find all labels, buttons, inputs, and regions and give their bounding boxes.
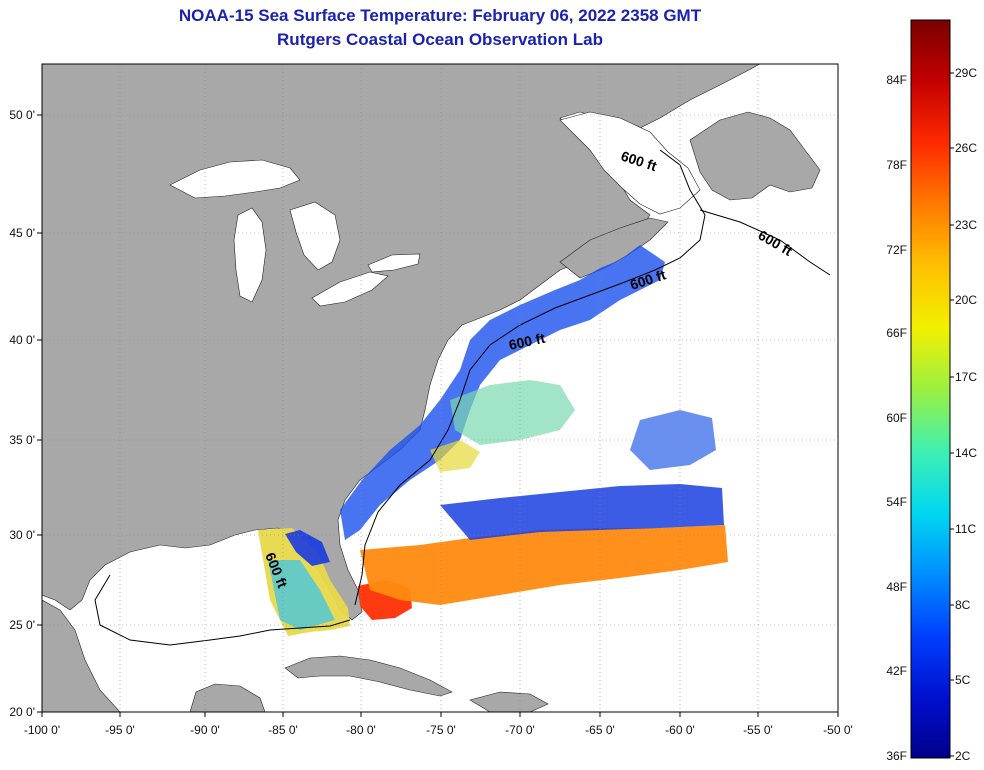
colorbar-c-label: 26C [955,141,977,155]
colorbar-c-label: 23C [955,218,977,232]
colorbar-c-label: 20C [955,293,977,307]
newfoundland-landmass [689,111,821,201]
graticule [42,64,838,712]
sst-swath-atlantic-warm [360,525,728,605]
sst-swath-atlantic-blue [440,484,724,540]
longitude-axis: -100 0' -95 0' -90 0' -85 0' -80 0' -75 0' -70… [24,712,853,737]
colorbar-f-label: 84F [886,73,907,87]
colorbar-c-label: 2C [955,749,971,763]
lat-tick-label: 45 0' [9,226,35,240]
sst-swath-gulf-cool [268,560,335,630]
lon-tick-label: -70 0' [505,723,535,737]
lat-tick-label: 35 0' [9,433,35,447]
lat-tick-label: 20 0' [9,705,35,719]
contour-label-mid-atlantic: 600 ft [507,330,546,353]
contour-600ft-grand-banks [699,209,831,276]
sst-swath-cape-blue [630,410,716,470]
lon-tick-label: -75 0' [426,723,456,737]
lon-tick-label: -60 0' [665,723,695,737]
colorbar-f-label: 36F [886,749,907,763]
yucatan-landmass [189,683,266,712]
lon-tick-label: -100 0' [24,723,60,737]
colorbar [910,19,951,759]
lake-erie [311,271,389,307]
colorbar-c-label: 11C [955,522,976,536]
lat-tick-label: 50 0' [9,108,35,122]
colorbar-f-label: 54F [886,495,907,509]
lake-superior [169,159,301,199]
lon-tick-label: -55 0' [743,723,773,737]
sst-swath-coast-blue [340,245,665,540]
lake-huron [289,201,341,271]
colorbar-c-label: 8C [955,598,971,612]
lon-tick-label: -80 0' [346,723,376,737]
lon-tick-label: -85 0' [268,723,298,737]
lat-tick-label: 40 0' [9,333,35,347]
mexico-landmass [42,599,121,712]
lat-tick-label: 30 0' [9,528,35,542]
lake-michigan [233,207,267,303]
hispaniola-landmass [469,691,549,712]
sst-swath-mid-green [450,380,575,445]
colorbar-f-label: 60F [886,411,907,425]
colorbar-c-label: 5C [955,673,971,687]
map-subtitle: Rutgers Coastal Ocean Observation Lab [277,30,603,49]
lon-tick-label: -50 0' [823,723,853,737]
colorbar-c-label: 14C [955,446,977,460]
map-frame [41,63,839,713]
sst-swath-yellow [430,440,480,472]
lon-tick-label: -65 0' [585,723,615,737]
cuba-landmass [284,655,453,697]
contour-600ft-gulf [94,574,351,646]
map-title: NOAA-15 Sea Surface Temperature: Februar… [178,6,702,25]
colorbar-c-label: 29C [955,66,977,80]
colorbar-celsius-labels: 29C 26C 23C 20C 17C 14C 11C 8C 5C 2C [950,66,977,763]
colorbar-f-label: 72F [886,243,907,257]
latitude-axis: 50 0' 45 0' 40 0' 35 0' 30 0' 25 0' 20 0' [9,108,42,719]
colorbar-f-label: 42F [886,664,907,678]
sst-swath-gulf-blue [285,530,330,566]
colorbar-c-label: 17C [955,370,977,384]
lake-ontario [367,253,421,273]
lon-tick-label: -90 0' [190,723,220,737]
colorbar-f-label: 66F [886,326,907,340]
lon-tick-label: -95 0' [105,723,135,737]
colorbar-f-label: 78F [886,158,907,172]
colorbar-fahrenheit-labels: 84F 78F 72F 66F 60F 54F 48F 42F 36F [886,73,907,763]
colorbar-f-label: 48F [886,580,907,594]
lat-tick-label: 25 0' [9,618,35,632]
